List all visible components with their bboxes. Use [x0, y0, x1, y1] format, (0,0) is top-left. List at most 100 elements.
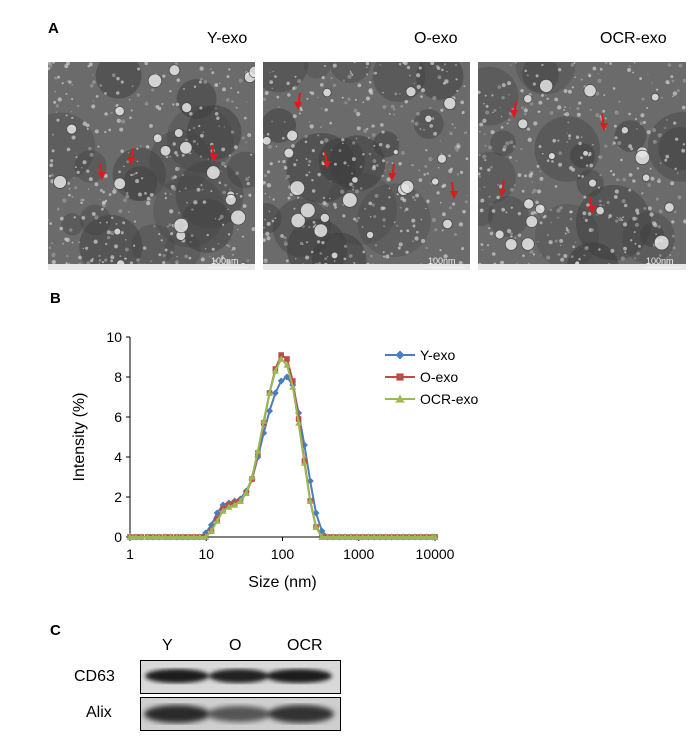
- tem-particle: [321, 240, 325, 245]
- arrow-icon: [450, 181, 458, 199]
- x-tick-label: 1: [126, 546, 134, 562]
- data-point: [271, 389, 279, 397]
- tem-particle: [660, 96, 663, 99]
- tem-particle: [405, 250, 409, 254]
- tem-particle: [549, 208, 553, 212]
- tem-particle: [536, 164, 540, 168]
- tem-particle: [623, 246, 627, 251]
- data-point: [132, 533, 140, 540]
- tem-particle: [349, 182, 353, 187]
- tem-particle: [524, 174, 528, 178]
- tem-vesicle: [595, 206, 605, 216]
- tem-vesicle: [405, 86, 417, 98]
- data-point: [271, 367, 279, 374]
- data-point: [284, 356, 290, 362]
- tem-particle: [285, 177, 288, 180]
- tem-particle: [277, 160, 281, 163]
- tem-particle: [444, 79, 449, 84]
- tem-particle: [85, 246, 89, 250]
- tem-particle: [172, 142, 176, 146]
- data-point: [126, 533, 134, 540]
- series-line: [130, 375, 435, 538]
- tem-particle: [284, 121, 286, 123]
- tem-particle: [229, 188, 231, 191]
- data-point: [329, 533, 337, 540]
- tem-particle: [151, 88, 155, 92]
- tem-particle: [310, 250, 314, 254]
- tem-particle: [396, 138, 399, 141]
- data-point: [219, 507, 227, 514]
- tem-particle: [399, 93, 401, 95]
- tem-particle: [241, 136, 245, 140]
- tem-particle: [68, 262, 70, 264]
- tem-dark-region: [413, 109, 444, 139]
- tem-particle: [265, 231, 270, 236]
- tem-particle: [583, 254, 586, 257]
- tem-particle: [196, 143, 199, 145]
- tem-particle: [286, 174, 290, 179]
- tem-particle: [597, 186, 601, 189]
- blot-label-alix: Alix: [86, 704, 112, 721]
- tem-particle: [245, 101, 248, 103]
- tem-particle: [268, 210, 271, 212]
- tem-particle: [557, 139, 560, 142]
- tem-particle: [190, 234, 194, 238]
- tem-particle: [128, 99, 131, 101]
- legend-label: O-exo: [420, 369, 458, 385]
- tem-vesicle: [442, 218, 453, 230]
- tem-particle: [232, 246, 236, 251]
- tem-particle: [66, 69, 68, 72]
- scale-bar: [425, 267, 465, 268]
- tem-particle: [431, 217, 437, 223]
- tem-particle: [144, 101, 149, 106]
- tem-particle: [379, 64, 382, 66]
- tem-particle: [70, 110, 73, 113]
- tem-particle: [149, 192, 154, 197]
- x-axis-title: Size (nm): [248, 574, 316, 591]
- tem-particle: [388, 196, 391, 199]
- tem-particle: [501, 95, 505, 100]
- tem-particle: [565, 228, 569, 232]
- tem-particle: [541, 152, 544, 155]
- data-point: [277, 377, 285, 385]
- tem-particle: [282, 159, 286, 164]
- tem-particle: [75, 156, 78, 159]
- tem-vesicle: [436, 153, 447, 164]
- tem-particle: [324, 257, 328, 261]
- tem-particle: [598, 248, 601, 251]
- tem-particle: [598, 156, 600, 158]
- tem-particle: [56, 209, 59, 211]
- arrow-icon: [388, 163, 396, 181]
- tem-particle: [68, 188, 71, 190]
- tem-particle: [206, 233, 209, 237]
- data-point: [376, 533, 384, 540]
- arrow-icon: [323, 151, 331, 169]
- tem-particle: [454, 63, 458, 67]
- tem-particle: [655, 197, 659, 201]
- tem-particle: [370, 254, 373, 258]
- tem-particle: [450, 167, 453, 171]
- tem-particle: [365, 62, 370, 66]
- tem-particle: [91, 80, 97, 85]
- tem-particle: [311, 178, 314, 182]
- tem-particle: [399, 229, 403, 233]
- tem-particle: [199, 106, 203, 110]
- tem-particle: [226, 260, 231, 265]
- tem-particle: [497, 85, 502, 89]
- tem-particle: [650, 176, 655, 181]
- tem-particle: [393, 113, 395, 116]
- tem-particle: [276, 95, 280, 99]
- tem-particle: [646, 106, 649, 109]
- tem-particle: [341, 96, 344, 99]
- tem-particle: [263, 174, 267, 178]
- tem-particle: [221, 223, 225, 226]
- tem-particle: [464, 131, 468, 135]
- tem-particle: [268, 196, 271, 198]
- tem-vesicle: [283, 147, 295, 159]
- tem-particle: [133, 172, 136, 176]
- tem-particle: [410, 119, 415, 123]
- tem-particle: [566, 141, 569, 144]
- x-tick-label: 10: [198, 546, 214, 562]
- tem-particle: [65, 114, 68, 117]
- tem-vesicle: [539, 78, 554, 93]
